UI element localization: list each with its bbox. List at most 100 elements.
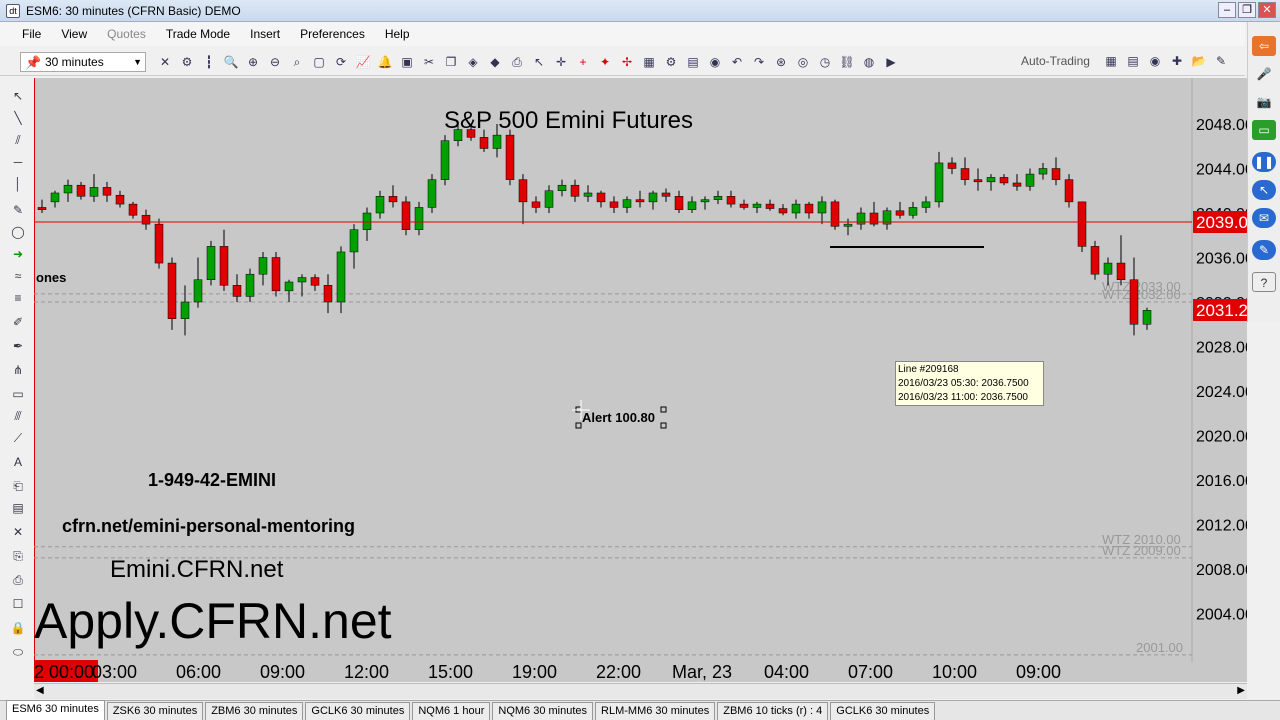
redo-icon[interactable]: ↷ (753, 54, 765, 69)
bar-style-icon[interactable]: ┇ (205, 54, 213, 69)
horizontal-line-icon[interactable]: ─ (13, 155, 23, 169)
pencil-icon[interactable]: ✎ (1215, 54, 1227, 68)
maximize-button[interactable]: ❐ (1238, 2, 1256, 18)
shape-tool-icon[interactable]: ⬭ (12, 645, 24, 659)
tab-gclk6-30[interactable]: GCLK6 30 minutes (305, 702, 411, 720)
close-button[interactable]: ✕ (1258, 2, 1276, 18)
stamp-tool-icon[interactable]: ⎗ (13, 479, 23, 493)
label-tool-icon[interactable]: A (13, 455, 22, 469)
menu-trade-mode[interactable]: Trade Mode (165, 27, 231, 41)
tab-zbm6-30[interactable]: ZBM6 30 minutes (205, 702, 304, 720)
chart-properties-icon[interactable]: ⚙ (181, 54, 193, 69)
link-icon[interactable]: ⛓ (839, 54, 855, 69)
zoom-fit-icon[interactable]: ⌕ (293, 54, 301, 69)
zoom-in-icon[interactable]: ⊕ (247, 54, 259, 69)
draw-icon[interactable]: ✎ (1252, 240, 1276, 260)
web-icon[interactable]: ◉ (1149, 54, 1161, 68)
rectangle-tool-icon[interactable]: ▭ (12, 387, 24, 401)
channel-tool-icon[interactable]: ⫽ (15, 133, 21, 147)
brush-tool-icon[interactable]: ✒ (12, 339, 24, 353)
grid-icon[interactable]: ▦ (643, 54, 655, 69)
mic-icon[interactable]: 🎤 (1256, 67, 1272, 81)
template-icon[interactable]: ▣ (401, 54, 413, 69)
zoom-icon[interactable]: 🔍 (223, 54, 239, 69)
fib-tool-icon[interactable]: ≡ (14, 291, 22, 305)
settings-icon[interactable]: ⚙ (665, 54, 677, 69)
plugin-icon[interactable]: ✚ (1171, 54, 1183, 68)
crosshair-icon[interactable]: ✛ (555, 54, 567, 69)
alert-label[interactable]: Alert 100.80 (582, 410, 655, 425)
alert-handle[interactable] (660, 422, 667, 429)
vertical-line-icon[interactable]: │ (14, 177, 22, 191)
layers-icon[interactable]: ◈ (468, 54, 478, 69)
clock-icon[interactable]: ◷ (819, 54, 831, 69)
timeframe-select[interactable]: 📌 30 minutes ▼ (20, 51, 146, 72)
tab-zbm6-10ticks[interactable]: ZBM6 10 ticks (r) : 4 (717, 702, 829, 720)
copy-icon[interactable]: ❐ (445, 54, 457, 69)
note-tool-icon[interactable]: ▤ (12, 501, 24, 515)
globe-icon[interactable]: ◉ (709, 54, 721, 69)
close-chart-icon[interactable]: ✕ (159, 54, 171, 69)
scroll-right-icon[interactable]: ▶ (1237, 685, 1245, 696)
zoom-out-icon[interactable]: ⊖ (269, 54, 281, 69)
indicator-icon[interactable]: 📈 (355, 54, 371, 69)
arrow-tool-icon[interactable]: ➜ (12, 247, 24, 261)
alert-handle[interactable] (575, 422, 582, 429)
alert-bell-icon[interactable]: 🔔 (377, 54, 393, 69)
crosshair-red-icon[interactable]: + (579, 54, 587, 69)
select-tool-icon[interactable]: ↖ (12, 89, 24, 103)
wave-tool-icon[interactable]: ≈ (14, 269, 22, 283)
pointer-icon[interactable]: ↖ (533, 54, 545, 69)
pen-tool-icon[interactable]: ✐ (12, 315, 24, 329)
chart-area[interactable]: S&P 500 Emini Futures WTZ 2033.00 WTZ 203… (34, 78, 1247, 682)
network-icon[interactable]: ⊛ (775, 54, 787, 69)
save-icon[interactable]: ▤ (687, 54, 699, 69)
tab-rlm-mm6-30[interactable]: RLM-MM6 30 minutes (595, 702, 716, 720)
back-icon[interactable]: ⇦ (1252, 36, 1276, 56)
camera-icon[interactable]: 📷 (1256, 95, 1272, 109)
select-area-icon[interactable]: ▢ (313, 54, 325, 69)
globe-2-icon[interactable]: ◍ (863, 54, 875, 69)
copy-tool-icon[interactable]: ⎘ (13, 549, 23, 563)
strategy-icon[interactable]: ▤ (1127, 54, 1139, 68)
crosshair-star-icon[interactable]: ✦ (599, 54, 611, 69)
alert-handle[interactable] (660, 406, 667, 413)
pause-icon[interactable]: ❚❚ (1252, 152, 1276, 172)
ray-tool-icon[interactable]: ⟋ (13, 431, 23, 445)
pitchfork-tool-icon[interactable]: ⋔ (12, 363, 24, 377)
tab-gclk6-30-b[interactable]: GCLK6 30 minutes (830, 702, 936, 720)
parallel-tool-icon[interactable]: ⫻ (14, 409, 22, 423)
undo-icon[interactable]: ↶ (731, 54, 743, 69)
text-tool-icon[interactable]: ✎ (12, 203, 24, 217)
play-icon[interactable]: ▶ (886, 54, 896, 69)
menu-insert[interactable]: Insert (250, 27, 281, 41)
auto-trade-icon[interactable]: ▦ (1105, 54, 1117, 68)
menu-view[interactable]: View (61, 27, 88, 41)
lock-icon[interactable]: 🔒 (10, 621, 26, 635)
tab-nqm6-30[interactable]: NQM6 30 minutes (492, 702, 594, 720)
paste-tool-icon[interactable]: ⎙ (13, 573, 23, 587)
tab-nqm6-1h[interactable]: NQM6 1 hour (412, 702, 491, 720)
ellipse-tool-icon[interactable]: ◯ (11, 225, 25, 239)
tab-esm6-30[interactable]: ESM6 30 minutes (6, 700, 105, 720)
cursor-icon[interactable]: ↖ (1252, 180, 1276, 200)
scroll-left-icon[interactable]: ◀ (36, 685, 44, 696)
chat-icon[interactable]: ✉ (1252, 208, 1276, 228)
refresh-icon[interactable]: ⟳ (335, 54, 347, 69)
eraser-icon[interactable]: ◆ (490, 54, 500, 69)
menu-file[interactable]: File (22, 27, 42, 41)
folder-icon[interactable]: 📂 (1191, 54, 1207, 68)
chart-scrollbar[interactable]: ◀ ▶ (34, 683, 1247, 699)
crosshair-double-icon[interactable]: ✢ (621, 54, 633, 69)
delete-tool-icon[interactable]: ✕ (12, 525, 24, 539)
auto-trading-label[interactable]: Auto-Trading (1021, 54, 1090, 68)
frame-tool-icon[interactable]: ☐ (12, 597, 24, 611)
menu-help[interactable]: Help (384, 27, 410, 41)
help-icon[interactable]: ? (1252, 272, 1276, 292)
menu-preferences[interactable]: Preferences (300, 27, 365, 41)
print-icon[interactable]: ⎙ (512, 54, 522, 69)
minimize-button[interactable]: – (1218, 2, 1236, 18)
compass-icon[interactable]: ◎ (797, 54, 809, 69)
cut-icon[interactable]: ✂ (423, 54, 435, 69)
